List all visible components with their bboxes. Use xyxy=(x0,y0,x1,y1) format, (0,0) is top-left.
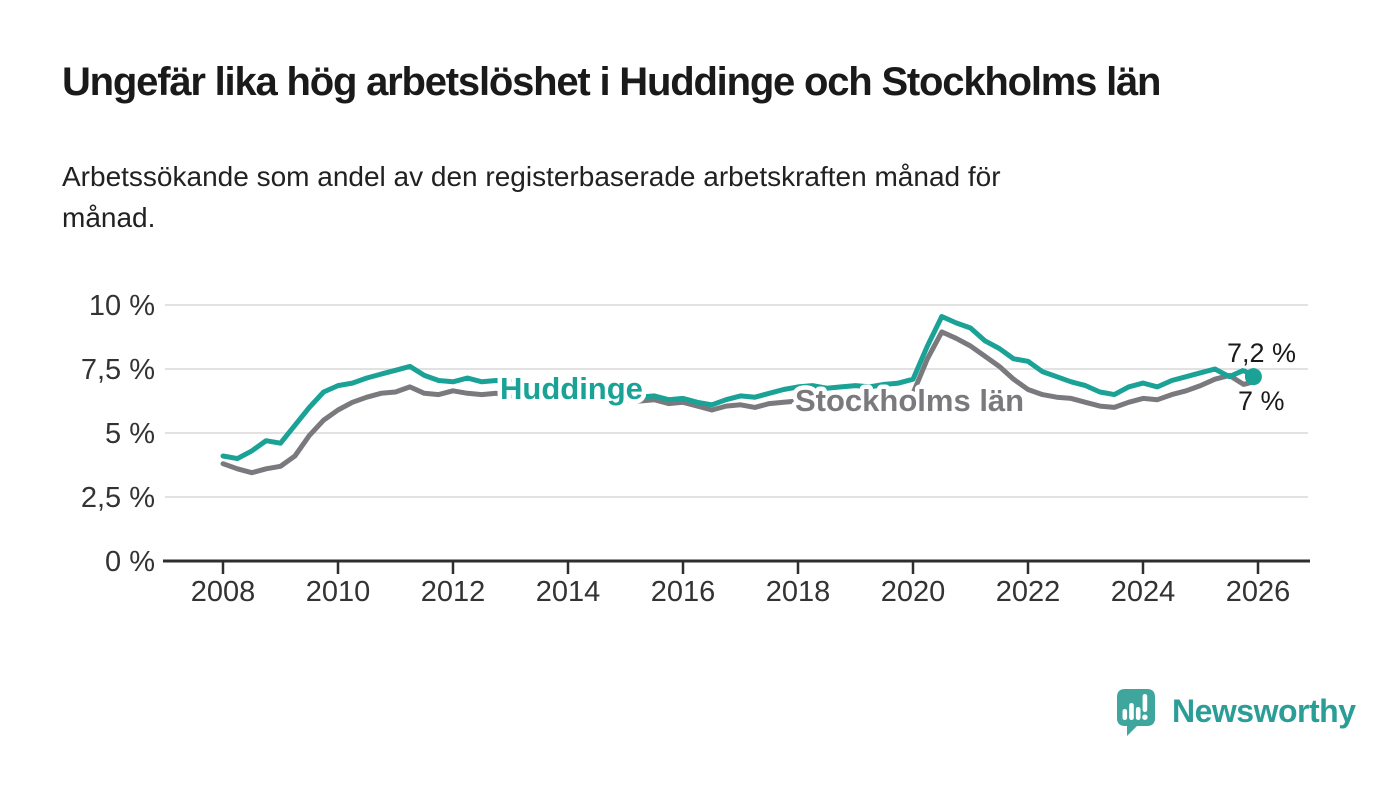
subtitle-line-2: månad. xyxy=(62,202,156,233)
newsworthy-logo-icon xyxy=(1117,689,1155,736)
page-title: Ungefär lika hög arbetslöshet i Huddinge… xyxy=(62,60,1161,104)
stockholms-l-n-line xyxy=(220,329,1256,476)
line-chart: 0 % 2,5 % 5 % 7,5 % 10 % 2008 2010 2012 2014 2016… xyxy=(81,290,1310,608)
y-axis-tick-label: 2,5 % xyxy=(81,482,155,514)
series-label: Stockholms län xyxy=(795,383,1024,418)
x-axis-tick-label: 2024 xyxy=(1111,576,1176,608)
x-axis-tick-label: 2014 xyxy=(536,576,601,608)
series-end-value-label: 7 % xyxy=(1238,386,1285,416)
x-axis-tick-label: 2018 xyxy=(766,576,831,608)
y-axis-tick-label: 0 % xyxy=(105,546,155,578)
y-axis-tick-label: 10 % xyxy=(89,290,155,322)
x-axis-tick-label: 2020 xyxy=(881,576,946,608)
x-axis-tick-label: 2012 xyxy=(421,576,486,608)
x-axis-tick-label: 2016 xyxy=(651,576,716,608)
series-label: Huddinge xyxy=(500,371,643,406)
y-axis-tick-label: 5 % xyxy=(105,418,155,450)
x-axis-tick-label: 2010 xyxy=(306,576,371,608)
brand-name: Newsworthy xyxy=(1172,692,1356,729)
x-axis-tick-label: 2026 xyxy=(1226,576,1291,608)
x-axis-tick-label: 2022 xyxy=(996,576,1061,608)
branding: Newsworthy xyxy=(1113,686,1356,736)
chart-subtitle: Arbetssökande som andel av den registerb… xyxy=(62,156,1302,238)
y-axis-tick-label: 7,5 % xyxy=(81,354,155,386)
series-end-dot xyxy=(1244,368,1262,386)
x-axis-tick-label: 2008 xyxy=(191,576,256,608)
subtitle-line-1: Arbetssökande som andel av den registerb… xyxy=(62,161,1001,192)
huddinge-line xyxy=(220,314,1256,462)
series-end-value-label: 7,2 % xyxy=(1227,338,1296,368)
